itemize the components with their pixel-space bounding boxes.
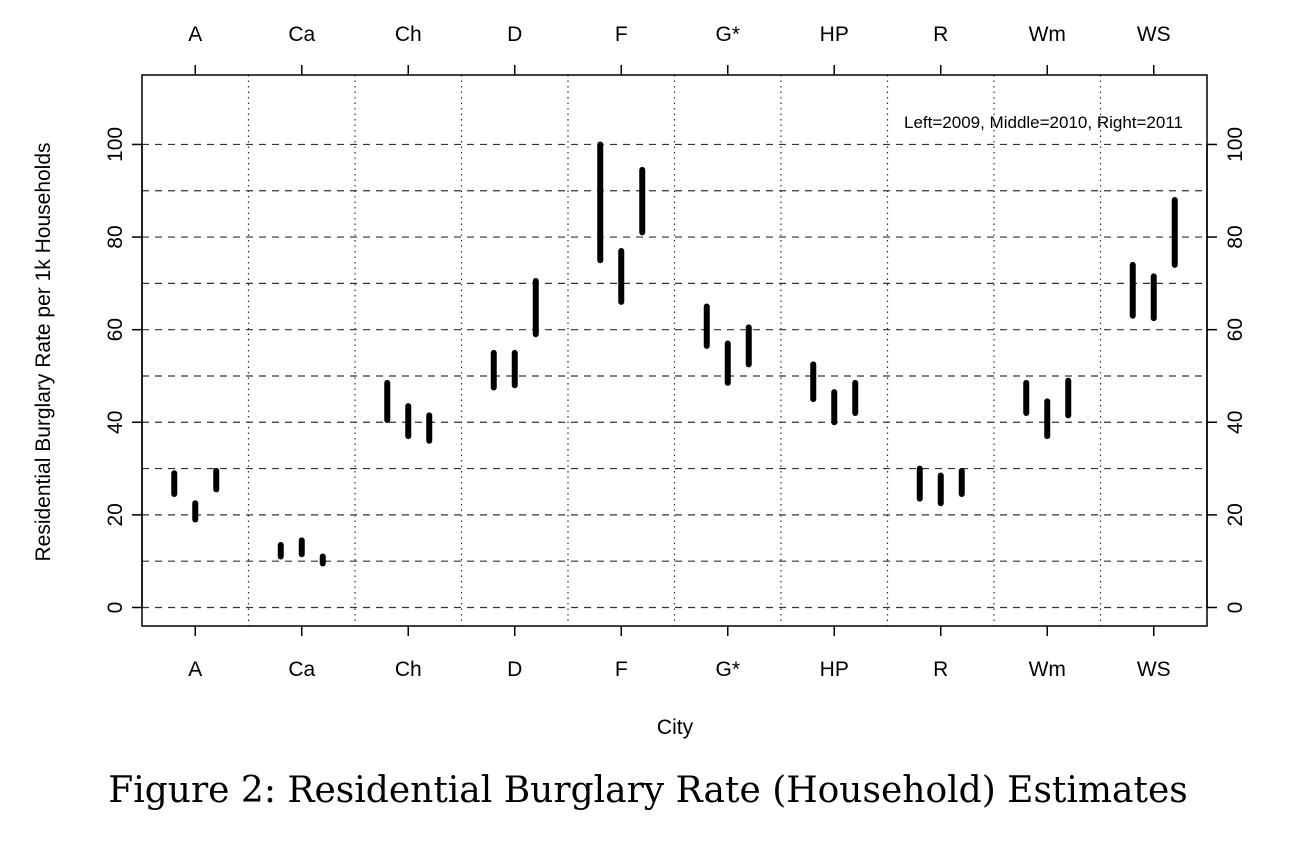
x-tick-label-top: Wm	[1029, 23, 1066, 46]
y-tick-label-right: 0	[1224, 602, 1247, 614]
x-tick-label-top: A	[188, 23, 202, 46]
grid-lines	[142, 75, 1207, 626]
y-axis-label: Residential Burglary Rate per 1k Househo…	[32, 142, 55, 561]
y-tick-label-right: 100	[1224, 127, 1247, 162]
x-tick-label-top: F	[615, 23, 628, 46]
x-tick-label-top: G*	[715, 23, 740, 46]
x-tick-label-bottom: Ca	[288, 658, 315, 681]
y-tick-label-right: 80	[1224, 225, 1247, 248]
y-tick-label-left: 40	[104, 411, 127, 434]
x-tick-label-bottom: HP	[820, 658, 849, 681]
x-tick-label-bottom: Wm	[1029, 658, 1066, 681]
y-tick-label-left: 20	[104, 503, 127, 526]
interval-marks	[171, 141, 1178, 567]
y-tick-label-left: 0	[104, 602, 127, 614]
x-tick-label-bottom: WS	[1137, 658, 1171, 681]
y-tick-label-left: 80	[104, 225, 127, 248]
y-tick-label-right: 40	[1224, 411, 1247, 434]
x-tick-label-top: R	[933, 23, 948, 46]
y-tick-label-right: 20	[1224, 503, 1247, 526]
x-tick-label-bottom: F	[615, 658, 628, 681]
x-tick-label-top: WS	[1137, 23, 1171, 46]
y-tick-label-right: 60	[1224, 318, 1247, 341]
x-tick-label-bottom: D	[507, 658, 522, 681]
legend-annotation: Left=2009, Middle=2010, Right=2011	[904, 113, 1183, 132]
axes: A A Ca Ca Ch Ch D D F F G* G* HP HP R R Wm Wm WS WS 0 0 20 20 40…	[104, 23, 1247, 681]
x-tick-label-top: Ch	[395, 23, 422, 46]
x-tick-label-bottom: G*	[715, 658, 740, 681]
figure-caption: Figure 2: Residential Burglary Rate (Hou…	[108, 770, 1188, 811]
x-tick-label-bottom: R	[933, 658, 948, 681]
x-tick-label-bottom: A	[188, 658, 202, 681]
x-axis-label: City	[657, 716, 694, 739]
x-tick-label-top: Ca	[288, 23, 315, 46]
y-tick-label-left: 100	[104, 127, 127, 162]
x-tick-label-top: HP	[820, 23, 849, 46]
x-tick-label-top: D	[507, 23, 522, 46]
y-tick-label-left: 60	[104, 318, 127, 341]
x-tick-label-bottom: Ch	[395, 658, 422, 681]
